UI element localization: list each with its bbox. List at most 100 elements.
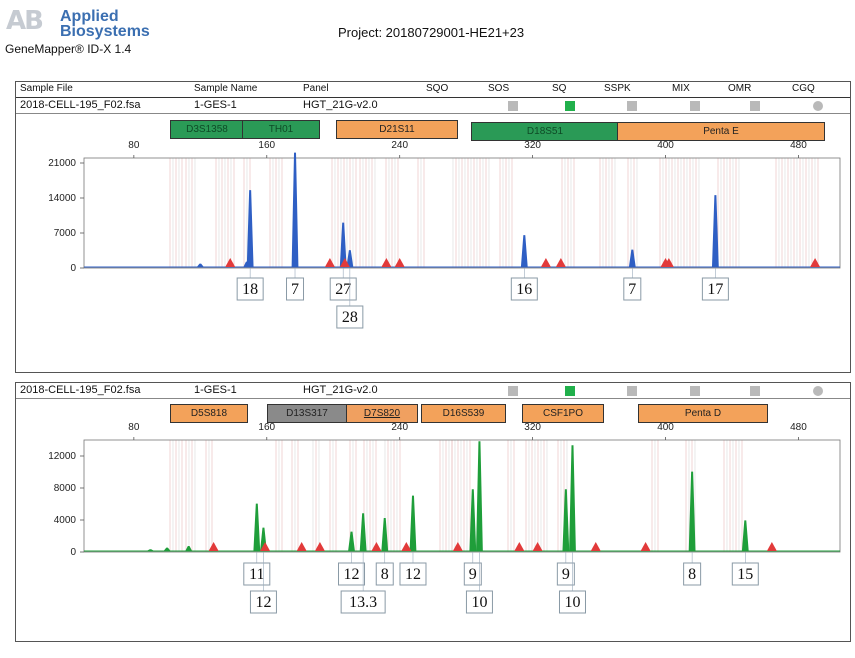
col-omr[interactable]: OMR (728, 83, 752, 94)
allele-call-label: 8 (381, 566, 389, 583)
allele-call-box (731, 562, 759, 586)
marker-d18s51[interactable]: D18S51 (471, 122, 619, 141)
allele-call-label: 8 (688, 566, 696, 583)
allele-peak (476, 441, 483, 552)
size-standard-peak (532, 542, 543, 551)
y-tick-label: 7000 (54, 228, 77, 239)
allele-call-box (338, 562, 366, 586)
sspk-flag-icon (627, 386, 637, 396)
col-sample-file[interactable]: Sample File (20, 83, 73, 94)
marker-d3s1358[interactable]: D3S1358 (170, 120, 244, 139)
marker-d21s11[interactable]: D21S11 (336, 120, 458, 139)
brand-logo-mark: AB (6, 6, 44, 36)
col-sq[interactable]: SQ (552, 83, 567, 94)
allele-peak (741, 520, 749, 552)
marker-d5s818[interactable]: D5S818 (170, 404, 248, 423)
allele-call-label: 12 (255, 594, 271, 611)
allele-peak (246, 190, 254, 268)
size-standard-peak (314, 542, 325, 551)
marker-penta-d[interactable]: Penta D (638, 404, 768, 423)
marker-d16s539[interactable]: D16S539 (421, 404, 506, 423)
allele-peak (359, 513, 367, 552)
allele-call-label: 9 (562, 566, 570, 583)
col-sos[interactable]: SOS (488, 83, 510, 94)
col-cgq[interactable]: CGQ (792, 83, 815, 94)
allele-call-label: 16 (516, 281, 532, 298)
cgq-flag-icon (813, 101, 823, 111)
plot-area (83, 157, 841, 269)
brand-name-line1: Applied (60, 8, 119, 25)
col-sspk[interactable]: SSPK (604, 83, 631, 94)
allele-call-box (556, 562, 575, 586)
allele-peak (253, 503, 261, 552)
sample-row-2[interactable]: 2018-CELL-195_F02.fsa 1-GES-1 HGT_21G-v2… (16, 383, 850, 399)
col-mix[interactable]: MIX (672, 83, 690, 94)
sample-panel-2: HGT_21G-v2.0 (303, 384, 378, 396)
allele-call-box (249, 590, 277, 614)
allele-call-label: 27 (335, 281, 351, 298)
brand-name-line2: Biosystems (60, 23, 150, 40)
table-header-row: Sample File Sample Name Panel SQO SOS SQ… (16, 82, 850, 98)
col-panel[interactable]: Panel (303, 83, 329, 94)
size-standard-peak (514, 542, 525, 551)
marker-th01[interactable]: TH01 (242, 120, 320, 139)
x-tick-label: 320 (524, 140, 541, 151)
allele-peak (562, 489, 570, 552)
sspk-flag-icon (627, 101, 637, 111)
project-title: Project: 20180729001-HE21+23 (338, 25, 525, 40)
size-standard-peak (324, 258, 335, 267)
allele-call-label: 9 (469, 566, 477, 583)
sos-flag-icon (508, 101, 518, 111)
marker-csf1po[interactable]: CSF1PO (522, 404, 604, 423)
size-standard-peak (394, 258, 405, 267)
sample-panel: HGT_21G-v2.0 (303, 99, 378, 111)
size-standard-peak (208, 542, 219, 551)
sample-row[interactable]: 2018-CELL-195_F02.fsa 1-GES-1 HGT_21G-v2… (16, 98, 850, 114)
mix-flag-icon (690, 101, 700, 111)
sos-flag-icon (508, 386, 518, 396)
allele-call-box (510, 277, 538, 301)
allele-call-label: 12 (405, 566, 421, 583)
y-tick-label: 14000 (48, 193, 76, 204)
y-tick-label: 8000 (54, 483, 77, 494)
allele-call-box (286, 277, 305, 301)
y-tick-label: 4000 (54, 515, 77, 526)
allele-call-label: 10 (471, 594, 487, 611)
x-tick-label: 480 (790, 140, 807, 151)
sample-file-2: 2018-CELL-195_F02.fsa (20, 384, 141, 396)
allele-peak (291, 152, 299, 268)
allele-call-label: 17 (707, 281, 723, 298)
allele-peak (409, 495, 417, 552)
allele-call-box (336, 305, 364, 329)
size-standard-peak (590, 542, 601, 551)
x-tick-label: 160 (258, 140, 275, 151)
size-standard-peak (540, 258, 551, 267)
cgq-flag-icon (813, 386, 823, 396)
omr-flag-icon (750, 386, 760, 396)
allele-call-box (701, 277, 729, 301)
x-tick-label: 240 (391, 422, 408, 433)
col-sqo[interactable]: SQO (426, 83, 449, 94)
size-standard-peak (810, 258, 821, 267)
allele-peak (628, 249, 636, 268)
x-tick-label: 160 (258, 422, 275, 433)
marker-d13s317[interactable]: D13S317 (267, 404, 347, 423)
allele-call-box (623, 277, 642, 301)
size-standard-peak (371, 542, 382, 551)
electropherogram-panel-blue: Sample File Sample Name Panel SQO SOS SQ… (15, 81, 851, 373)
size-standard-peak (766, 542, 777, 551)
size-standard-peak (640, 542, 651, 551)
allele-call-label: 7 (291, 281, 299, 298)
size-standard-peak (663, 258, 674, 267)
marker-d7s820[interactable]: D7S820 (346, 404, 418, 423)
allele-call-box (683, 562, 702, 586)
col-sample-name[interactable]: Sample Name (194, 83, 258, 94)
y-tick-label: 0 (70, 263, 76, 274)
allele-peak (346, 250, 354, 268)
size-standard-peak (339, 258, 350, 267)
sample-name-2: 1-GES-1 (194, 384, 237, 396)
x-tick-label: 400 (657, 422, 674, 433)
marker-penta-e[interactable]: Penta E (617, 122, 825, 141)
size-standard-peak (401, 542, 412, 551)
y-tick-label: 12000 (48, 451, 76, 462)
